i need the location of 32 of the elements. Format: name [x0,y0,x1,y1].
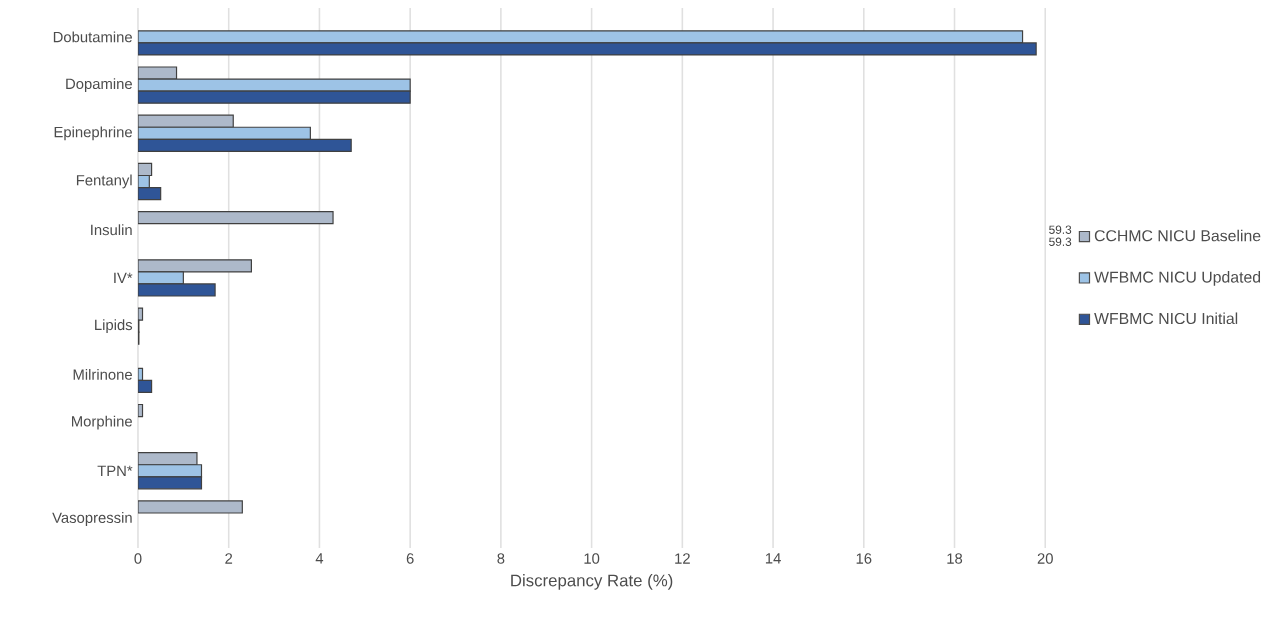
bar [137,138,352,152]
text: 59.3 [1049,237,1072,246]
x-tick-label: 8 [497,553,505,564]
y-tick-label: Morphine [72,415,132,430]
x-tick-label: 12 [675,553,690,564]
y-tick-label: Epinephrine [54,126,132,141]
y-tick-label: Insulin [91,224,132,235]
x-tick-label: 18 [947,553,963,564]
legend-label: WFBMC NICU Updated [1094,270,1261,286]
x-tick-label: 4 [315,553,324,564]
x-tick-label: 16 [856,553,872,564]
x-axis-title: Discrepancy Rate (%) [511,573,673,590]
x-tick-label: 10 [584,553,600,564]
y-tick-label: IV* [114,272,133,283]
x-tick-label: 6 [406,553,414,564]
x-tick-label: 0 [134,553,142,564]
y-tick-label: Dobutamine [53,31,132,43]
y-tick-label: TPN* [97,465,133,476]
y-tick-label: Vasopressin [52,511,132,526]
y-tick-label: Lipids [95,319,133,333]
text: 59.3 [1049,225,1072,234]
bar [137,114,234,128]
bar [137,90,411,104]
x-tick-label: 20 [1037,553,1053,564]
legend-label: CCHMC NICU Baseline [1094,229,1261,242]
y-tick-label: Fentanyl [76,174,132,189]
bar [137,210,334,225]
x-tick-label: 2 [225,553,233,564]
y-tick-label: Dopamine [66,78,132,92]
y-tick-label: Milrinone [73,368,132,380]
x-tick-label: 14 [765,553,781,564]
legend-label: WFBMC NICU Initial [1094,312,1238,324]
